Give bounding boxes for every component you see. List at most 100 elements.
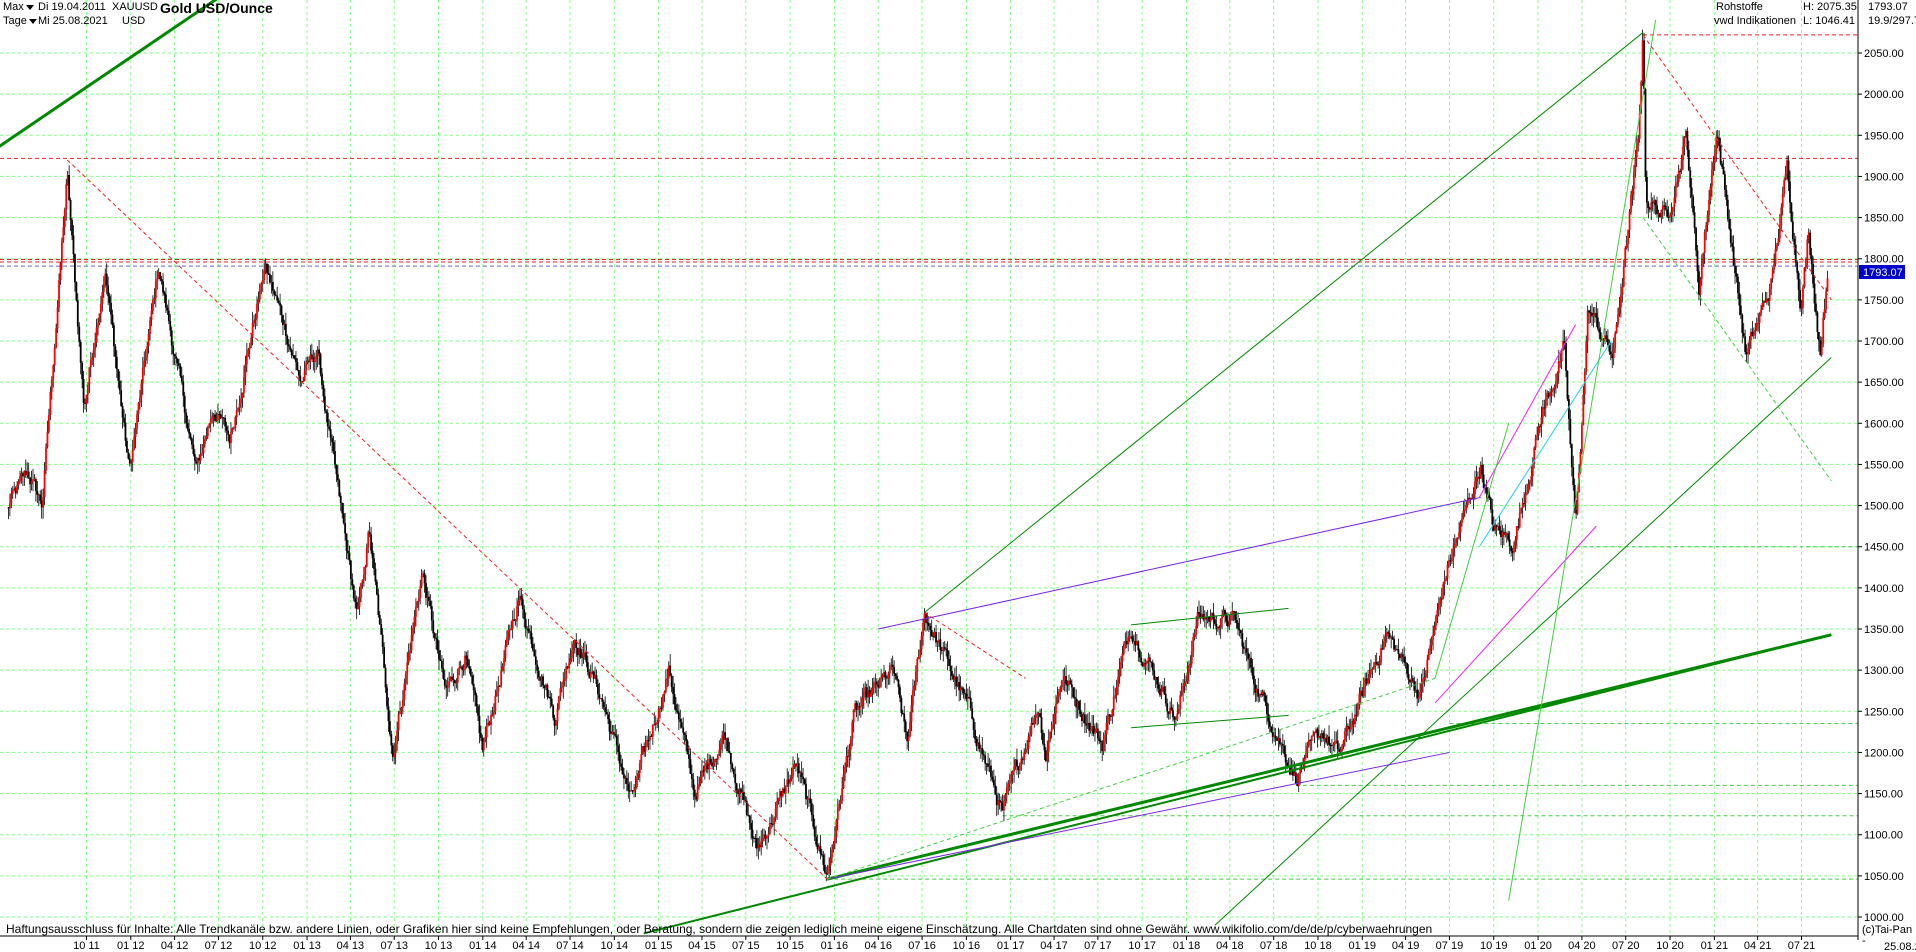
candle-body [228,434,231,444]
candle-body [1318,736,1320,738]
candle-body [1361,690,1364,696]
end-date-label: 25.08.21 [1884,941,1916,952]
trendlines [0,0,1832,935]
range-dropdown[interactable]: Max [3,1,34,14]
y-tick-label: 1400.00 [1864,583,1904,595]
candle-body [1247,652,1250,660]
x-axis-end-dash: - [1862,935,1866,947]
candle-body [374,568,377,582]
candle-body [1043,743,1046,751]
candle-body [175,356,177,359]
candle-body [1666,209,1669,217]
candle-body [1150,661,1153,663]
candle-body [1732,246,1735,266]
candle-body [1261,691,1264,695]
candle-body [533,650,536,657]
candle-body [1222,610,1225,615]
candle-body [92,349,95,358]
x-tick-label: 07 20 [1612,940,1640,952]
candle-body [1604,335,1606,340]
candle-body [1205,617,1208,620]
candle-body [357,606,359,610]
high-label: H: 2075.35 [1803,1,1857,13]
trend-line [827,751,1450,880]
candle-body [638,763,641,774]
candle-body [443,678,446,686]
candle-body [1497,526,1499,528]
candle-body [783,788,786,794]
candle-body [501,666,504,672]
candle-body [1091,726,1093,730]
candle-body [556,708,559,722]
chevron-down-icon [28,18,37,24]
candle-body [1354,714,1356,725]
candle-body [1231,610,1234,614]
candle-body [716,755,719,760]
x-tick-label: 07 18 [1260,940,1288,952]
candle-body [777,797,780,801]
candle-body [984,755,987,764]
candle-body [748,815,751,823]
candle-body [1163,686,1166,695]
candle-body [1075,698,1078,708]
candle-body [615,735,618,746]
candle-body [1388,633,1391,638]
candle-body [1573,485,1576,510]
candle-body [40,500,43,508]
candle-body [403,683,406,700]
candle-body [612,732,615,735]
candle-body [13,488,16,492]
x-tick-label: 01 21 [1701,940,1729,952]
candle-body [1725,190,1728,200]
candle-body [1370,669,1372,674]
candle-body [16,485,19,494]
candle-body [1504,534,1507,536]
candle-body [573,639,576,644]
candle-body [36,490,39,495]
candle-body [422,573,425,576]
candle-body [1420,683,1423,693]
candle-body [1592,314,1595,317]
candle-body [1734,265,1736,274]
candle-body [1141,662,1144,667]
candle-body [1251,667,1254,676]
candle-body [1177,708,1180,714]
candle-body [221,417,224,419]
candle-body [202,443,205,454]
candle-body [909,721,911,737]
candle-body [862,691,865,698]
candle-body [1073,697,1076,699]
candle-body [692,779,695,790]
candle-body [1342,741,1345,746]
candle-body [328,426,331,430]
candle-body [303,370,306,382]
candle-body [1640,82,1643,113]
range-dropdown-value: Max [3,1,24,13]
x-tick-label: 04 16 [864,940,892,952]
candle-body [1437,603,1440,610]
candle-body [441,660,443,669]
candle-body [1104,734,1106,742]
candle-body [1190,651,1193,664]
candle-body [58,280,60,308]
candle-body [786,779,789,787]
candle-body [1765,298,1768,303]
y-tick-label: 1150.00 [1864,789,1903,801]
candle-body [799,772,802,774]
candle-body [1633,171,1635,189]
candle-body [1010,774,1013,783]
candle-body [1130,636,1132,638]
interval-dropdown[interactable]: Tage [3,15,37,28]
candle-body [1066,684,1069,686]
candle-body [822,855,825,865]
candle-body [1049,731,1052,740]
candle-body [61,240,63,263]
candle-body [1612,348,1615,359]
candle-body [165,294,167,308]
candle-body [1200,613,1203,618]
candle-body [857,706,859,710]
candle-body [378,615,381,625]
candle-body [280,305,283,316]
candle-body [1410,678,1413,683]
